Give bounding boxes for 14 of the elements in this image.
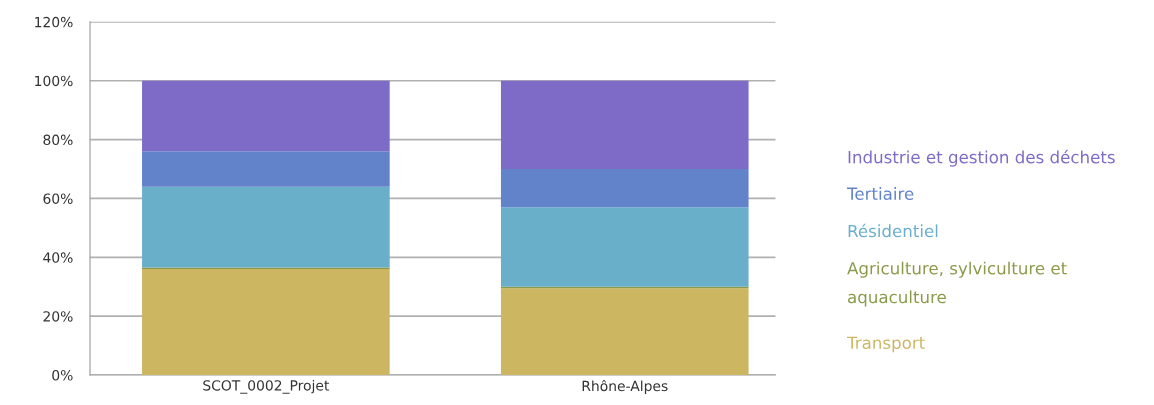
text: Tertiaire (846, 187, 914, 201)
y-tick-label: 60% (43, 193, 73, 204)
x-tick-label: Rhône-Alpes (582, 379, 668, 394)
y-tick-label: 20% (43, 311, 73, 322)
y-tick-label: 0% (52, 370, 73, 381)
y-tick-label: 100% (35, 75, 73, 87)
text: Agriculture, sylviculture et aquaculture (847, 261, 1067, 307)
text: Transport (846, 336, 925, 353)
y-tick-label: 80% (43, 134, 73, 146)
y-tick-label: 40% (43, 252, 73, 263)
y-tick-label: 120% (35, 16, 73, 28)
text: Résidentiel (848, 223, 938, 238)
x-tick-label: SCOT_0002_Projet (203, 379, 330, 394)
text: Industrie et gestion des déchets (848, 149, 1115, 167)
